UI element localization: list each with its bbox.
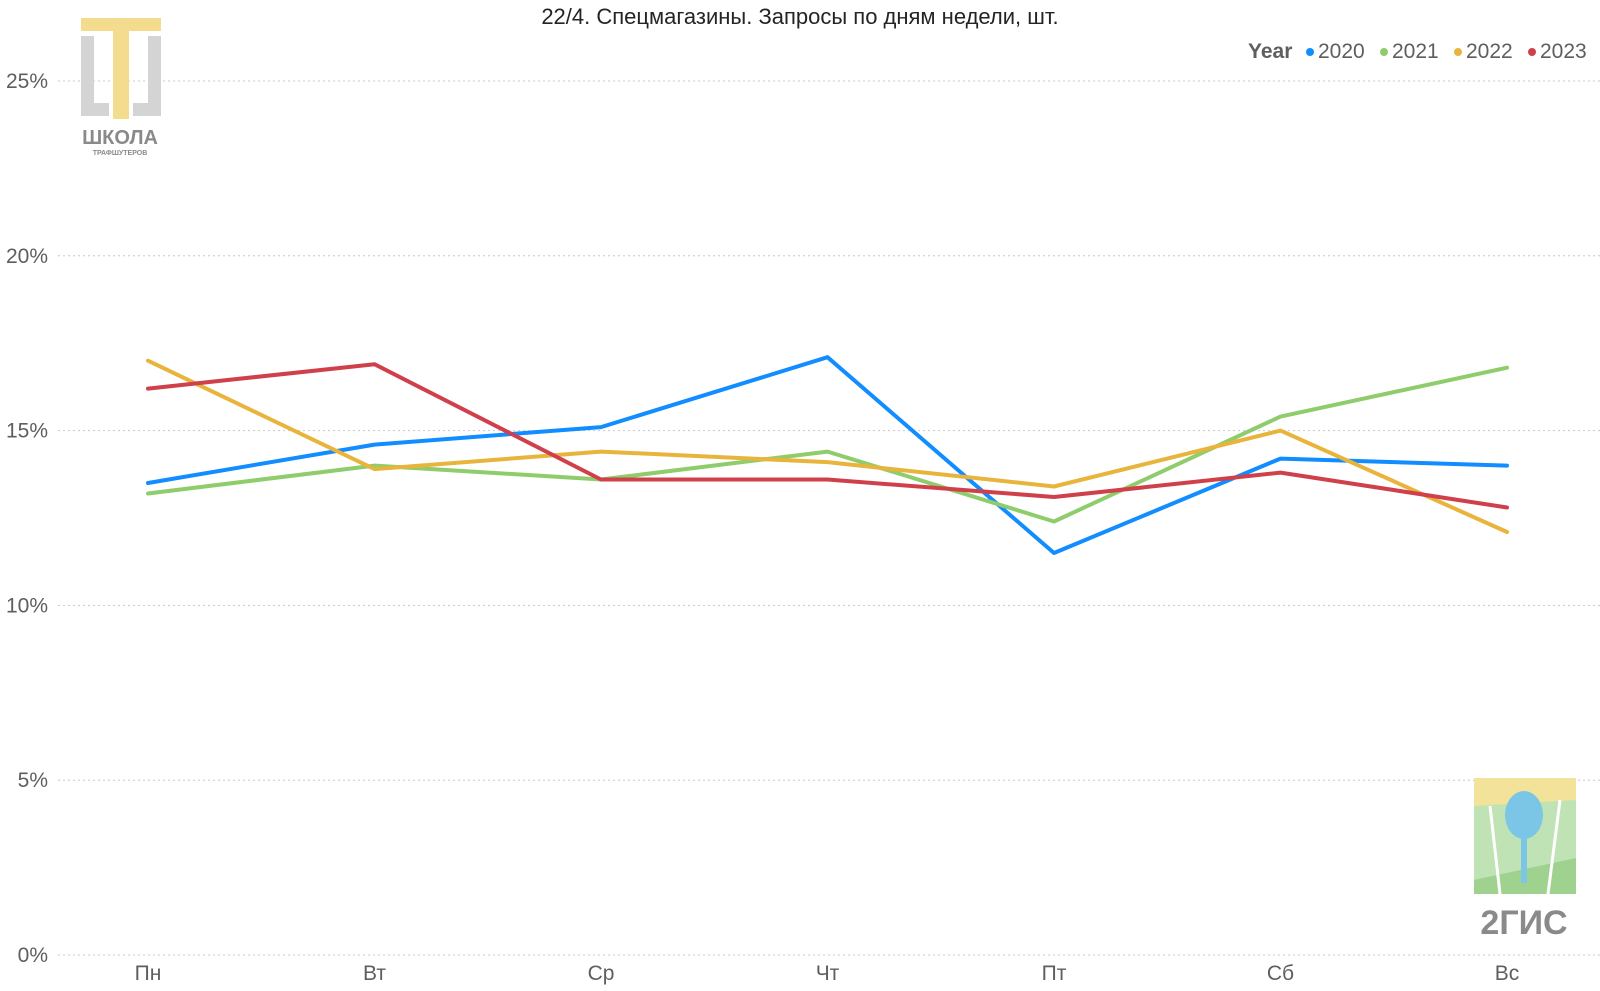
legend-label-2022[interactable]: 2022 <box>1466 40 1513 63</box>
school-logo-subtext: ТРАФШУТЕРОВ <box>93 150 148 157</box>
legend-label-2023[interactable]: 2023 <box>1540 40 1587 63</box>
chart-title: 22/4. Спецмагазины. Запросы по дням неде… <box>541 4 1058 29</box>
school-logo-icon: ШКОЛА ТРАФШУТЕРОВ <box>81 18 161 157</box>
grid-lines <box>58 80 1600 956</box>
series-line-2021[interactable] <box>146 365 1509 524</box>
legend: Year 2020 2021 2022 2023 <box>1248 40 1587 63</box>
y-tick-label: 25% <box>6 70 48 93</box>
x-tick-label: Ср <box>588 962 615 985</box>
legend-marker-2022 <box>1454 48 1462 56</box>
legend-marker-2021 <box>1380 48 1388 56</box>
y-tick-label: 5% <box>18 769 48 792</box>
school-logo-text: ШКОЛА <box>82 127 158 149</box>
x-tick-label: Чт <box>816 962 840 985</box>
y-tick-label: 10% <box>6 594 48 617</box>
legend-title: Year <box>1248 40 1292 63</box>
x-tick-label: Пт <box>1042 962 1067 985</box>
series-lines <box>146 355 1509 555</box>
2gis-logo-icon: 2ГИС <box>1474 778 1576 942</box>
legend-label-2020[interactable]: 2020 <box>1318 40 1365 63</box>
x-tick-label: Пн <box>135 962 162 985</box>
series-line-2023[interactable] <box>146 362 1509 510</box>
2gis-logo-text: 2ГИС <box>1480 904 1567 942</box>
y-tick-label: 15% <box>6 420 48 443</box>
series-line-2020[interactable] <box>146 355 1509 555</box>
y-tick-label: 20% <box>6 245 48 268</box>
series-line-2022[interactable] <box>146 358 1509 534</box>
legend-marker-2020 <box>1306 48 1314 56</box>
x-axis-ticks: Пн Вт Ср Чт Пт Сб Вс <box>135 962 1520 985</box>
y-axis-ticks: 0% 5% 10% 15% 20% 25% <box>6 70 48 967</box>
legend-marker-2023 <box>1528 48 1536 56</box>
x-tick-label: Вт <box>363 962 386 985</box>
x-tick-label: Вс <box>1495 962 1520 985</box>
legend-label-2021[interactable]: 2021 <box>1392 40 1439 63</box>
y-tick-label: 0% <box>18 944 48 967</box>
x-tick-label: Сб <box>1267 962 1294 985</box>
